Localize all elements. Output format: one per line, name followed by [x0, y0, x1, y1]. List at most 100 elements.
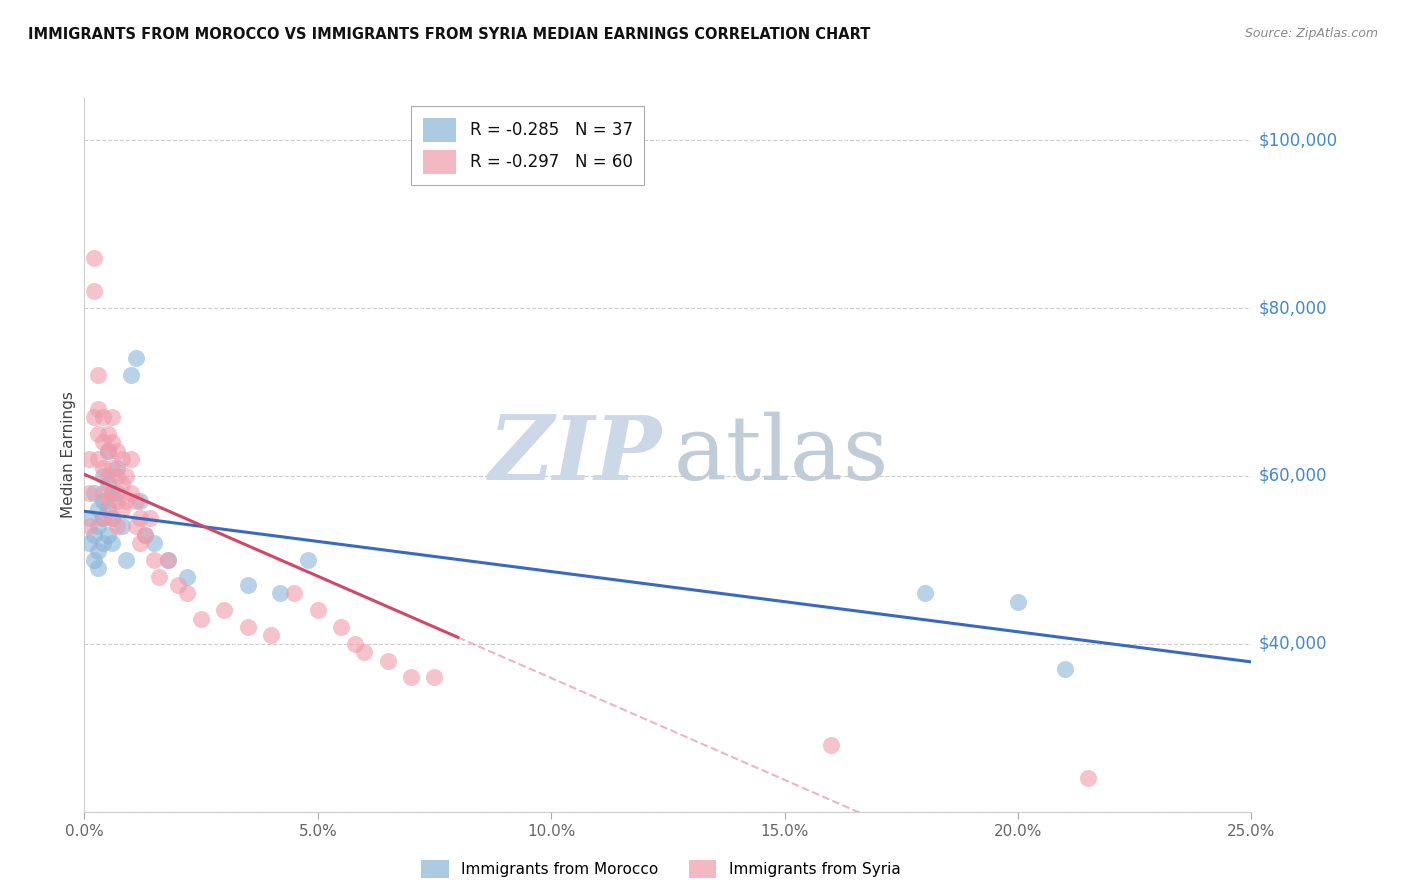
Point — [101, 410, 124, 425]
Point — [125, 519, 148, 533]
Point — [214, 603, 236, 617]
Point — [134, 527, 156, 541]
Point — [129, 494, 152, 508]
Point — [269, 586, 291, 600]
Point — [97, 426, 120, 441]
Text: $100,000: $100,000 — [1258, 131, 1337, 149]
Point — [83, 553, 105, 567]
Point — [820, 738, 842, 752]
Point — [344, 637, 367, 651]
Text: $80,000: $80,000 — [1258, 299, 1327, 317]
Point — [129, 536, 152, 550]
Text: $40,000: $40,000 — [1258, 635, 1327, 653]
Point — [138, 511, 160, 525]
Point — [97, 527, 120, 541]
Point — [330, 620, 353, 634]
Point — [111, 519, 134, 533]
Point — [101, 485, 124, 500]
Point — [91, 494, 114, 508]
Point — [260, 628, 283, 642]
Point — [176, 586, 198, 600]
Legend: R = -0.285   N = 37, R = -0.297   N = 60: R = -0.285 N = 37, R = -0.297 N = 60 — [412, 106, 644, 186]
Point — [134, 527, 156, 541]
Point — [105, 460, 128, 475]
Point — [101, 485, 124, 500]
Text: atlas: atlas — [673, 411, 889, 499]
Point — [101, 536, 124, 550]
Point — [307, 603, 329, 617]
Point — [143, 536, 166, 550]
Point — [105, 519, 128, 533]
Point — [111, 477, 134, 491]
Point — [91, 536, 114, 550]
Point — [77, 485, 100, 500]
Point — [97, 502, 120, 516]
Point — [101, 435, 124, 450]
Point — [91, 469, 114, 483]
Point — [125, 494, 148, 508]
Text: $60,000: $60,000 — [1258, 467, 1327, 485]
Point — [120, 452, 142, 467]
Point — [914, 586, 936, 600]
Point — [297, 553, 319, 567]
Point — [176, 569, 198, 583]
Point — [83, 284, 105, 298]
Point — [77, 452, 100, 467]
Point — [87, 452, 110, 467]
Point — [87, 426, 110, 441]
Point — [87, 544, 110, 558]
Point — [166, 578, 188, 592]
Point — [1007, 595, 1029, 609]
Point — [190, 612, 212, 626]
Point — [148, 569, 170, 583]
Point — [1077, 771, 1099, 785]
Point — [91, 511, 114, 525]
Point — [97, 443, 120, 458]
Point — [87, 502, 110, 516]
Point — [91, 435, 114, 450]
Point — [97, 477, 120, 491]
Point — [115, 469, 138, 483]
Point — [77, 519, 100, 533]
Text: Source: ZipAtlas.com: Source: ZipAtlas.com — [1244, 27, 1378, 40]
Point — [91, 410, 114, 425]
Point — [105, 469, 128, 483]
Point — [283, 586, 305, 600]
Point — [91, 460, 114, 475]
Point — [87, 401, 110, 416]
Point — [236, 620, 259, 634]
Point — [83, 485, 105, 500]
Point — [97, 494, 120, 508]
Point — [77, 536, 100, 550]
Point — [115, 553, 138, 567]
Point — [91, 485, 114, 500]
Point — [157, 553, 180, 567]
Point — [83, 251, 105, 265]
Point — [77, 511, 100, 525]
Point — [120, 368, 142, 383]
Point — [236, 578, 259, 592]
Point — [101, 511, 124, 525]
Point — [91, 511, 114, 525]
Point — [83, 410, 105, 425]
Point — [101, 511, 124, 525]
Point — [87, 561, 110, 575]
Point — [1053, 662, 1076, 676]
Point — [377, 654, 399, 668]
Point — [101, 460, 124, 475]
Point — [157, 553, 180, 567]
Point — [87, 519, 110, 533]
Point — [423, 670, 446, 684]
Point — [111, 502, 134, 516]
Point — [83, 527, 105, 541]
Y-axis label: Median Earnings: Median Earnings — [60, 392, 76, 518]
Legend: Immigrants from Morocco, Immigrants from Syria: Immigrants from Morocco, Immigrants from… — [415, 854, 907, 884]
Point — [129, 511, 152, 525]
Point — [115, 494, 138, 508]
Point — [353, 645, 375, 659]
Text: IMMIGRANTS FROM MOROCCO VS IMMIGRANTS FROM SYRIA MEDIAN EARNINGS CORRELATION CHA: IMMIGRANTS FROM MOROCCO VS IMMIGRANTS FR… — [28, 27, 870, 42]
Point — [97, 443, 120, 458]
Point — [143, 553, 166, 567]
Point — [120, 485, 142, 500]
Point — [105, 443, 128, 458]
